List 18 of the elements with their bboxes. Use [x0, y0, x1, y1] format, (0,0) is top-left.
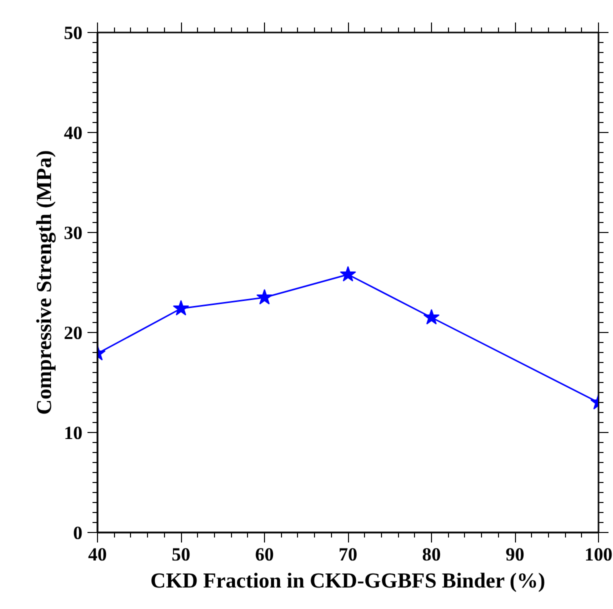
y-tick-label: 0 — [73, 523, 82, 544]
x-tick-label: 70 — [338, 544, 358, 566]
x-tick-label: 100 — [584, 544, 612, 566]
y-axis-title: Compressive Strength (MPa) — [32, 150, 56, 415]
point — [256, 289, 273, 304]
y-tick-label: 10 — [64, 423, 82, 444]
x-tick-label: 40 — [88, 544, 107, 566]
y-tick-label: 50 — [64, 23, 82, 44]
x-tick-label: 80 — [422, 544, 441, 566]
point — [423, 309, 440, 324]
point — [340, 266, 356, 282]
x-tick-label: 50 — [172, 544, 190, 566]
x-tick-label: 90 — [506, 544, 524, 566]
y-tick-label: 40 — [64, 123, 82, 144]
y-tick-label: 20 — [64, 323, 82, 344]
x-tick-label: 60 — [255, 544, 274, 566]
y-tick-label: 30 — [64, 223, 82, 244]
x-axis-title: CKD Fraction in CKD-GGBFS Binder (%) — [150, 568, 546, 592]
